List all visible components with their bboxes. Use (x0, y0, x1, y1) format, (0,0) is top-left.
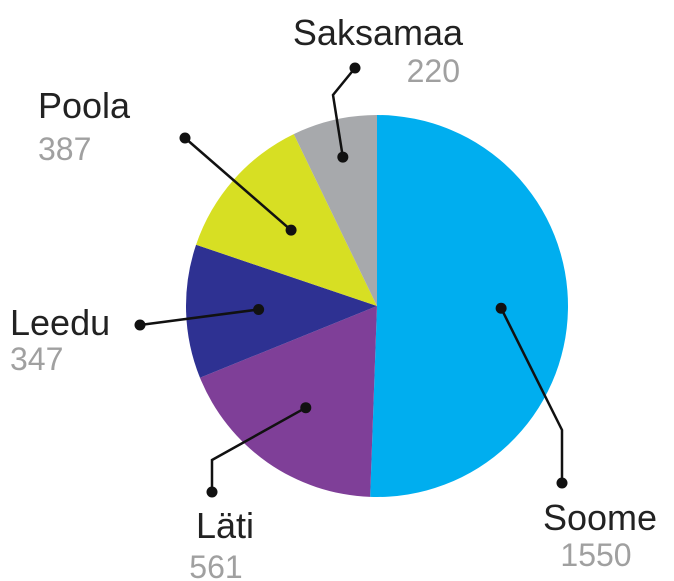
leader-dot (556, 477, 568, 489)
leader-line (139, 308, 259, 327)
leader-line (331, 67, 356, 158)
pie-slice (370, 115, 568, 497)
leader-dot (134, 319, 146, 331)
slice-value: 1550 (560, 537, 631, 573)
slice-value: 220 (407, 53, 460, 89)
leader-dot (253, 303, 265, 315)
slice-value: 347 (10, 341, 63, 377)
leader-line (500, 307, 564, 483)
leader-dot (349, 62, 361, 74)
leader-dot (206, 486, 218, 498)
pie-slice (293, 115, 377, 306)
leader-dot (285, 224, 297, 236)
leader-dot (495, 302, 507, 314)
slice-label: Poola (38, 85, 131, 126)
leader-dot (179, 132, 191, 144)
pie-slice (196, 134, 377, 306)
pie-slice (199, 306, 377, 497)
slice-value: 561 (189, 549, 242, 581)
leader-dot (300, 402, 312, 414)
slice-label: Saksamaa (293, 12, 464, 53)
slice-value: 387 (38, 131, 91, 167)
slice-label: Soome (543, 497, 657, 538)
leader-line (184, 137, 292, 232)
leader-line (210, 406, 307, 492)
slice-label: Läti (196, 505, 254, 546)
pie-slice (185, 244, 377, 378)
leader-dot (337, 151, 349, 163)
slice-label: Leedu (10, 302, 110, 343)
